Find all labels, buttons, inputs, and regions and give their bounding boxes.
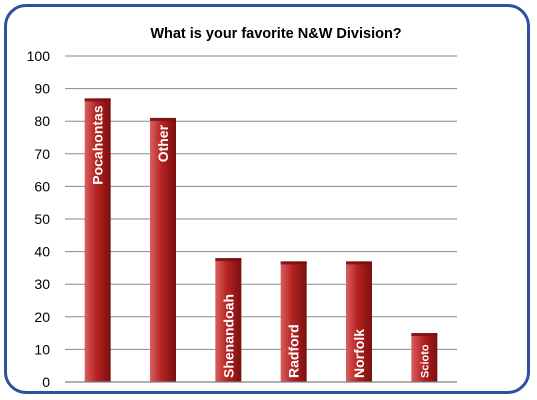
y-axis-tick-labels: 0 10 20 30 40 50 60 70 80 90 100 [27, 48, 51, 390]
bar-top-edge [215, 258, 242, 262]
bar [411, 333, 438, 382]
bar-other [150, 117, 176, 382]
bar-category-label: Scioto [419, 344, 431, 378]
bar [346, 261, 372, 382]
bar [150, 117, 176, 382]
y-tick-label: 40 [34, 244, 50, 260]
bar [280, 261, 307, 382]
bar-top-edge [84, 98, 111, 102]
bar-category-label: Other [155, 124, 171, 162]
bar-category-label: Radford [286, 324, 302, 378]
y-tick-label: 70 [34, 146, 50, 162]
bar-category-label: Norfolk [351, 329, 367, 378]
y-tick-label: 10 [34, 341, 50, 357]
bar-shenandoah [215, 258, 242, 382]
bar-scioto [411, 333, 438, 382]
bar-radford [280, 261, 307, 382]
gridlines [65, 55, 457, 350]
bar-pocahontas [84, 98, 111, 382]
y-tick-label: 0 [42, 374, 50, 390]
y-tick-label: 50 [34, 211, 50, 227]
bar [84, 98, 111, 382]
bar-top-edge [346, 261, 372, 265]
y-tick-label: 60 [34, 178, 50, 194]
bar-top-edge [150, 117, 176, 121]
bar-norfolk [346, 261, 372, 382]
bar-category-labels: Pocahontas Other Shenandoah Radford Norfolk S… [90, 105, 432, 378]
y-tick-label: 80 [34, 113, 50, 129]
bar-top-edge [280, 261, 307, 265]
y-tick-label: 30 [34, 276, 50, 292]
bars [84, 98, 438, 382]
y-tick-label: 100 [27, 48, 51, 64]
bar-category-label: Shenandoah [220, 294, 236, 378]
bar-top-edge [411, 333, 438, 337]
bar [215, 258, 242, 382]
y-tick-label: 90 [34, 81, 50, 97]
y-tick-label: 20 [34, 309, 50, 325]
bar-category-label: Pocahontas [90, 105, 106, 185]
chart-title: What is your favorite N&W Division? [150, 26, 401, 42]
